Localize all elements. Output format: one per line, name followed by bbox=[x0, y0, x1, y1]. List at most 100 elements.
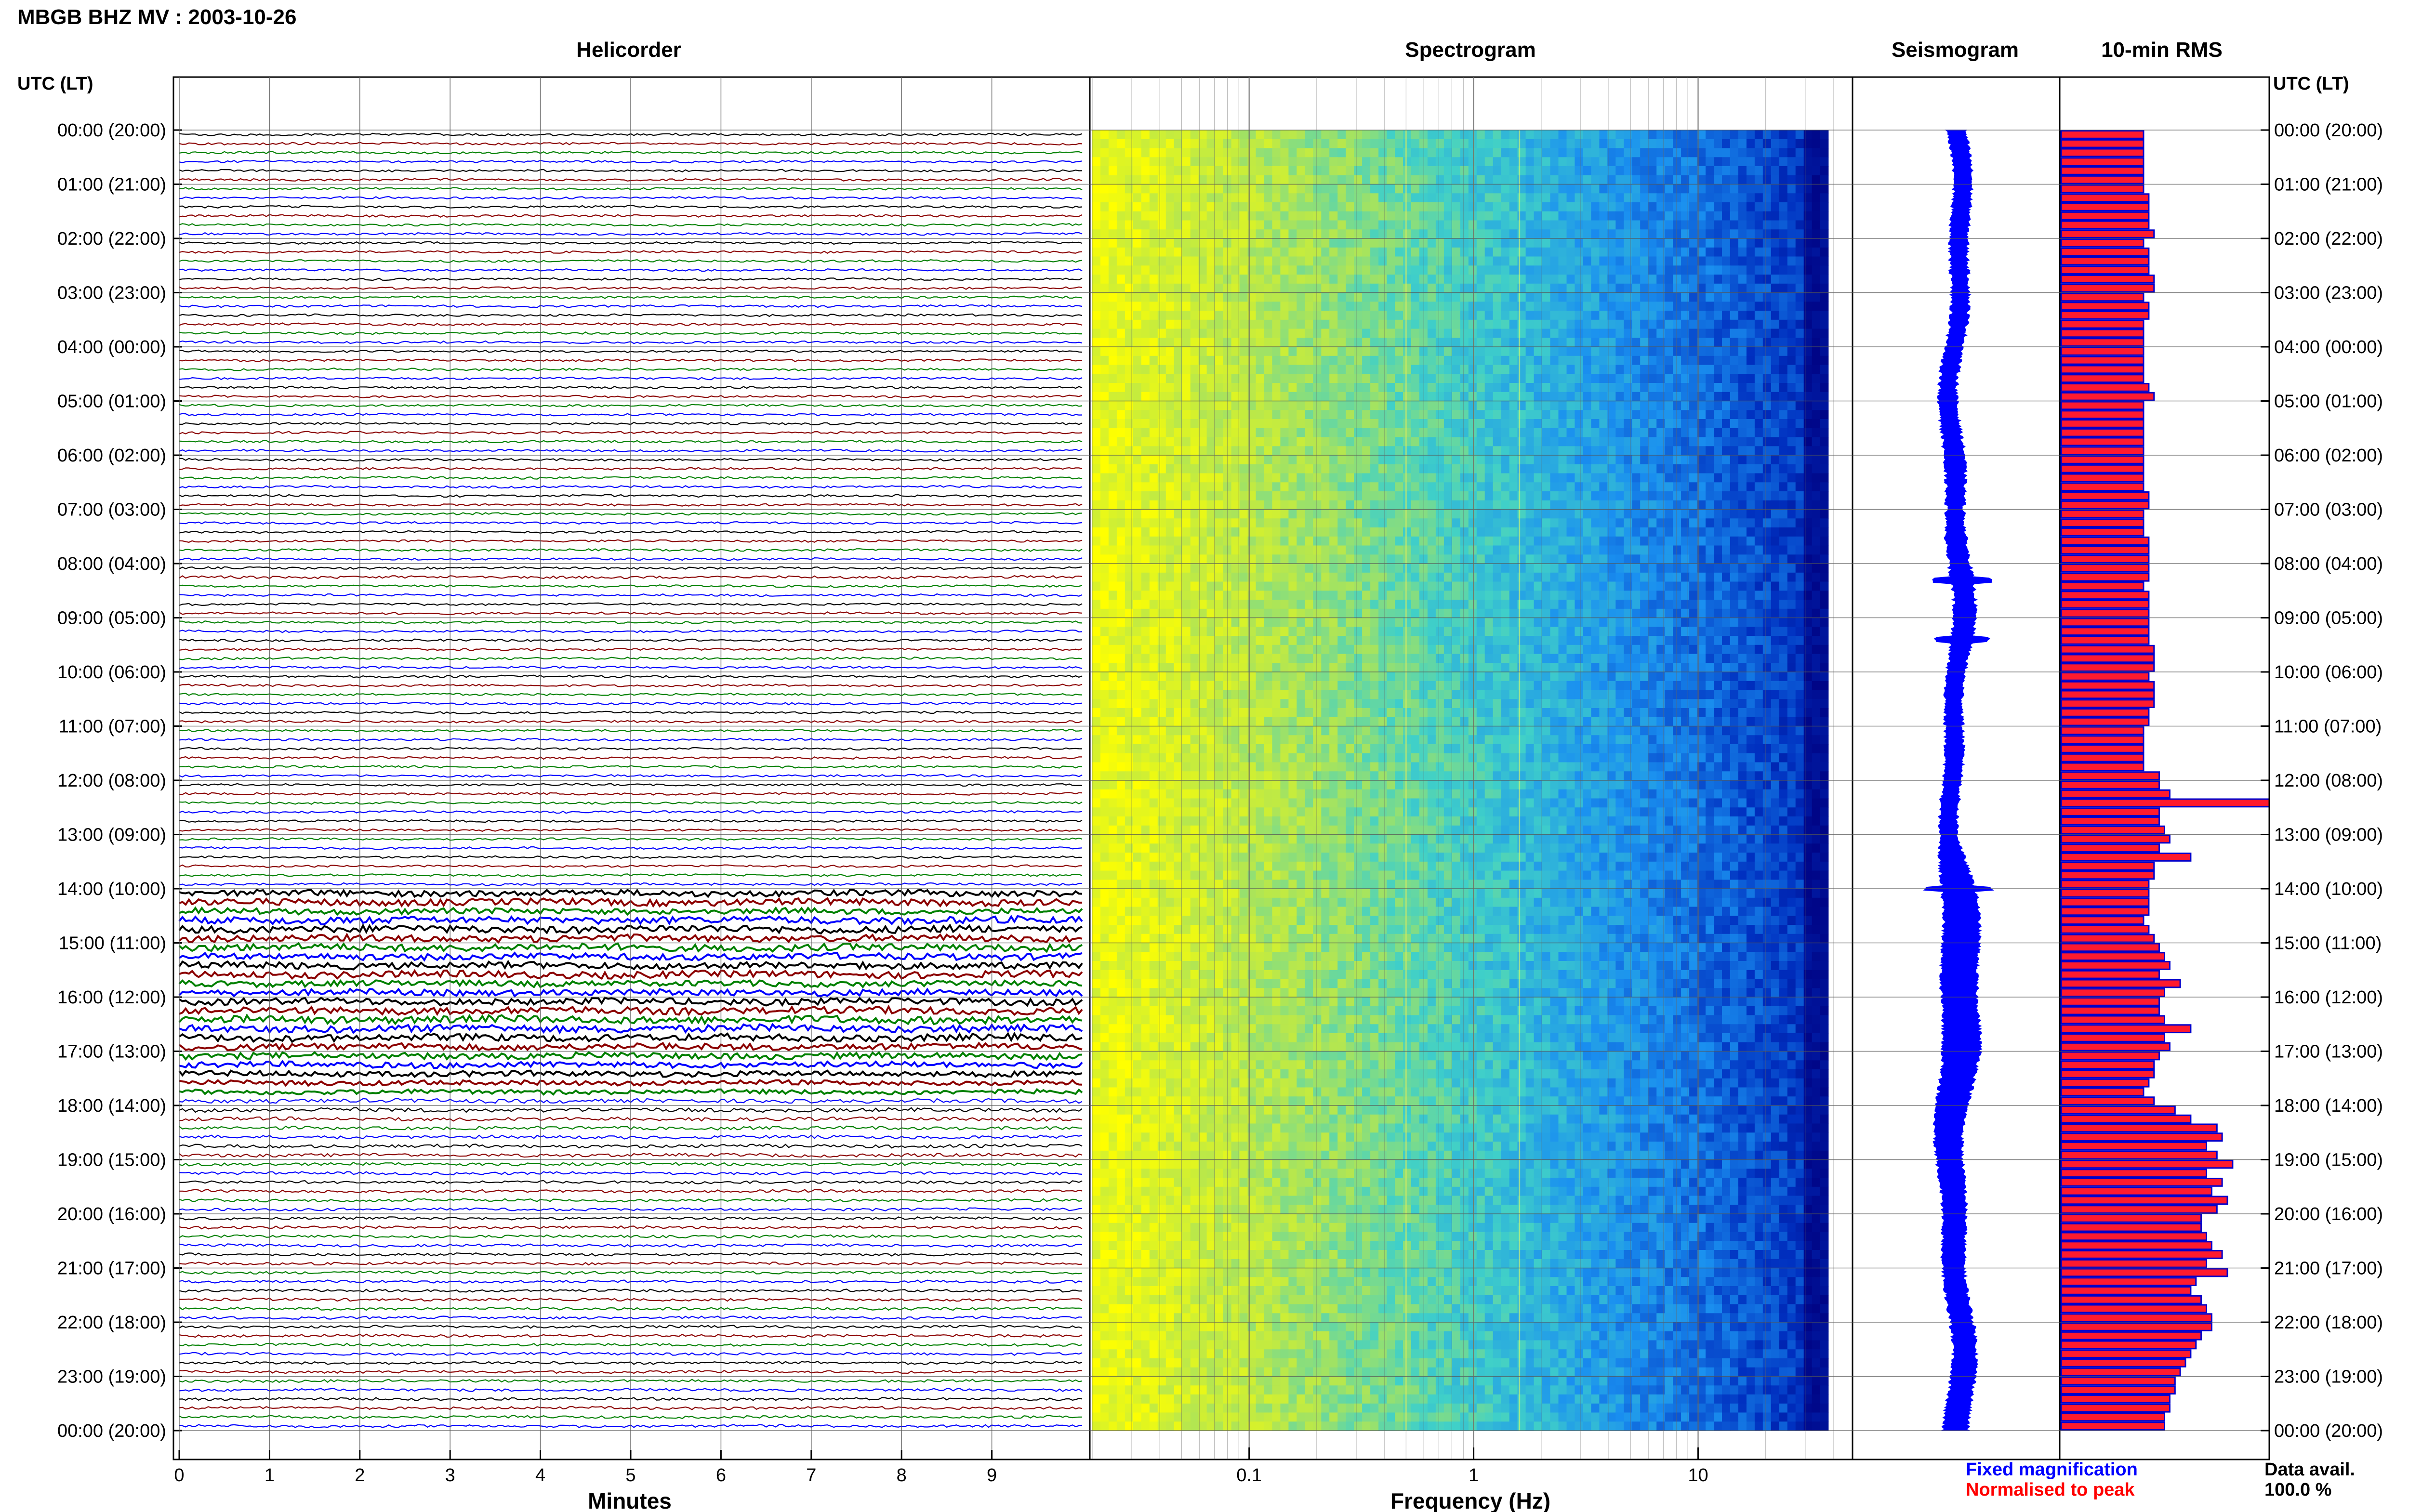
spectrogram-cell bbox=[1354, 166, 1363, 176]
spectrogram-cell bbox=[1509, 455, 1518, 465]
spectrogram-cell bbox=[1665, 302, 1673, 311]
spectrogram-cell bbox=[1754, 148, 1763, 158]
spectrogram-cell bbox=[1395, 591, 1403, 600]
spectrogram-cell bbox=[1583, 347, 1592, 356]
spectrogram-cell bbox=[1215, 302, 1224, 311]
spectrogram-cell bbox=[1435, 455, 1444, 465]
spectrogram-cell bbox=[1337, 374, 1346, 383]
spectrogram-cell bbox=[1182, 265, 1191, 275]
spectrogram-cell bbox=[1272, 491, 1281, 501]
spectrogram-cell bbox=[1615, 482, 1625, 492]
spectrogram-cell bbox=[1550, 564, 1559, 573]
spectrogram-cell bbox=[1706, 211, 1714, 221]
spectrogram-cell bbox=[1321, 139, 1330, 149]
spectrogram-cell bbox=[1681, 292, 1690, 302]
spectrogram-cell bbox=[1820, 618, 1829, 627]
spectrogram-cell bbox=[1632, 247, 1641, 257]
spectrogram-cell bbox=[1280, 564, 1289, 573]
spectrogram-cell bbox=[1754, 600, 1763, 609]
spectrogram-cell bbox=[1762, 347, 1772, 356]
spectrogram-cell bbox=[1231, 564, 1240, 573]
spectrogram-cell bbox=[1509, 319, 1518, 329]
spectrogram-cell bbox=[1730, 581, 1739, 591]
spectrogram-cell bbox=[1354, 365, 1363, 374]
spectrogram-cell bbox=[1116, 509, 1125, 519]
spectrogram-cell bbox=[1779, 166, 1788, 176]
spectrogram-cell bbox=[1754, 256, 1763, 266]
spectrogram-cell bbox=[1239, 338, 1248, 347]
spectrogram-cell bbox=[1599, 157, 1608, 167]
spectrogram-cell bbox=[1354, 627, 1363, 636]
spectrogram-cell bbox=[1746, 220, 1755, 230]
spectrogram-cell bbox=[1092, 618, 1101, 627]
spectrogram-cell bbox=[1419, 437, 1428, 447]
spectrogram-cell bbox=[1264, 355, 1273, 366]
spectrogram-cell bbox=[1681, 428, 1690, 438]
spectrogram-cell bbox=[1443, 355, 1453, 366]
spectrogram-cell bbox=[1493, 319, 1502, 329]
spectrogram-cell bbox=[1435, 473, 1444, 483]
spectrogram-cell bbox=[1771, 455, 1780, 465]
spectrogram-cell bbox=[1632, 591, 1641, 600]
spectrogram-cell bbox=[1215, 329, 1224, 338]
spectrogram-cell bbox=[1820, 464, 1829, 474]
spectrogram-cell bbox=[1468, 220, 1477, 230]
spectrogram-cell bbox=[1591, 283, 1600, 293]
spectrogram-cell bbox=[1288, 175, 1297, 185]
spectrogram-cell bbox=[1566, 130, 1575, 140]
spectrogram-cell bbox=[1820, 265, 1829, 275]
spectrogram-cell bbox=[1730, 401, 1739, 410]
spectrogram-cell bbox=[1346, 428, 1354, 438]
spectrogram-cell bbox=[1787, 591, 1796, 600]
spectrogram-cell bbox=[1624, 464, 1633, 474]
spectrogram-cell bbox=[1125, 130, 1134, 140]
spectrogram-cell bbox=[1509, 148, 1518, 158]
spectrogram-cell bbox=[1689, 491, 1698, 501]
spectrogram-cell bbox=[1100, 211, 1109, 221]
spectrogram-cell bbox=[1665, 148, 1673, 158]
spectrogram-cell bbox=[1509, 139, 1518, 149]
spectrogram-cell bbox=[1722, 518, 1731, 528]
spectrogram-cell bbox=[1665, 130, 1673, 140]
spectrogram-cell bbox=[1182, 329, 1191, 338]
spectrogram-cell bbox=[1116, 473, 1125, 483]
spectrogram-cell bbox=[1583, 437, 1592, 447]
spectrogram-cell bbox=[1648, 473, 1657, 483]
spectrogram-cell bbox=[1092, 383, 1101, 393]
spectrogram-cell bbox=[1387, 383, 1395, 393]
spectrogram-cell bbox=[1599, 265, 1608, 275]
spectrogram-cell bbox=[1395, 410, 1403, 420]
spectrogram-cell bbox=[1665, 265, 1673, 275]
spectrogram-cell bbox=[1321, 428, 1330, 438]
spectrogram-cell bbox=[1280, 130, 1289, 140]
spectrogram-cell bbox=[1632, 256, 1641, 266]
spectrogram-cell bbox=[1133, 202, 1142, 212]
spectrogram-cell bbox=[1264, 166, 1273, 176]
spectrogram-cell bbox=[1206, 419, 1216, 429]
spectrogram-cell bbox=[1460, 338, 1469, 347]
spectrogram-cell bbox=[1681, 365, 1690, 374]
spectrogram-cell bbox=[1681, 238, 1690, 248]
spectrogram-cell bbox=[1247, 130, 1257, 140]
spectrogram-cell bbox=[1575, 581, 1584, 591]
spectrogram-cell bbox=[1247, 355, 1257, 366]
spectrogram-cell bbox=[1411, 130, 1420, 140]
spectrogram-cell bbox=[1722, 428, 1731, 438]
spectrogram-cell bbox=[1738, 410, 1747, 420]
spectrogram-cell bbox=[1182, 365, 1191, 374]
spectrogram-cell bbox=[1231, 139, 1240, 149]
spectrogram-cell bbox=[1403, 581, 1412, 591]
spectrogram-cell bbox=[1689, 148, 1698, 158]
spectrogram-cell bbox=[1681, 401, 1690, 410]
spectrogram-cell bbox=[1329, 554, 1338, 564]
spectrogram-cell bbox=[1534, 256, 1543, 266]
spectrogram-cell bbox=[1689, 265, 1698, 275]
spectrogram-cell bbox=[1689, 564, 1698, 573]
spectrogram-cell bbox=[1468, 482, 1477, 492]
spectrogram-cell bbox=[1329, 428, 1338, 438]
spectrogram-cell bbox=[1803, 564, 1813, 573]
spectrogram-cell bbox=[1624, 545, 1633, 555]
spectrogram-cell bbox=[1411, 392, 1420, 402]
spectrogram-cell bbox=[1206, 319, 1216, 329]
spectrogram-cell bbox=[1615, 572, 1625, 582]
